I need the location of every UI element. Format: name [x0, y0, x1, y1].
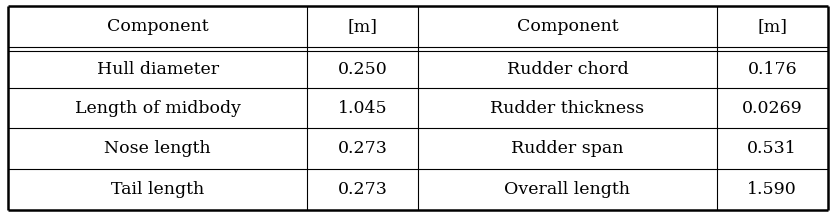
Text: Hull diameter: Hull diameter — [97, 61, 219, 78]
Text: 0.176: 0.176 — [747, 61, 797, 78]
Text: 1.045: 1.045 — [338, 100, 387, 116]
Text: Rudder span: Rudder span — [511, 140, 624, 157]
Text: [m]: [m] — [757, 18, 788, 35]
Text: 0.273: 0.273 — [338, 140, 388, 157]
Text: 1.590: 1.590 — [747, 181, 797, 198]
Text: 0.531: 0.531 — [747, 140, 797, 157]
Text: Overall length: Overall length — [504, 181, 630, 198]
Text: 0.250: 0.250 — [338, 61, 387, 78]
Text: Rudder thickness: Rudder thickness — [491, 100, 645, 116]
Text: 0.0269: 0.0269 — [742, 100, 803, 116]
Text: 0.273: 0.273 — [338, 181, 388, 198]
Text: Component: Component — [107, 18, 208, 35]
Text: Rudder chord: Rudder chord — [507, 61, 629, 78]
Text: Tail length: Tail length — [111, 181, 204, 198]
Text: Nose length: Nose length — [104, 140, 211, 157]
Text: Component: Component — [517, 18, 618, 35]
Text: [m]: [m] — [348, 18, 378, 35]
Text: Length of midbody: Length of midbody — [74, 100, 241, 116]
